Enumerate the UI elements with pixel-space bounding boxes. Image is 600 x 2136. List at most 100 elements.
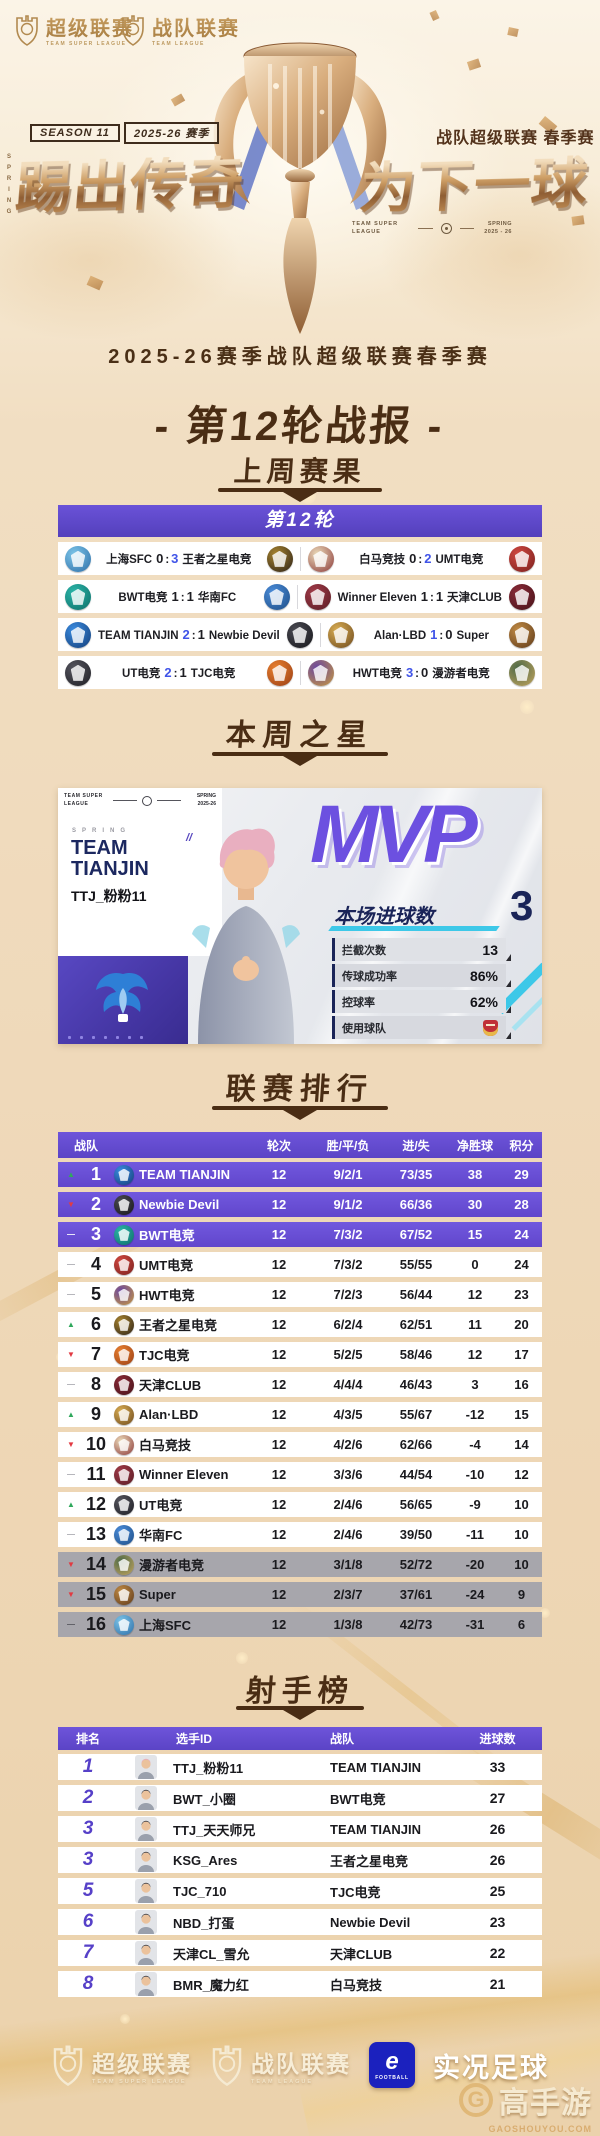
score-colon: : (165, 553, 170, 566)
player-avatar (134, 1848, 157, 1872)
mvp-team-line1: TEAM (71, 837, 128, 859)
goals-cell: 42/73 (399, 1617, 433, 1632)
score-colon: : (429, 591, 434, 604)
mvp-player-id: TTJ_粉粉11 (71, 888, 147, 904)
goals-cell: 56/44 (399, 1287, 433, 1302)
team-name: Super (139, 1587, 176, 1602)
pts-cell: 24 (514, 1227, 529, 1242)
fixture-text: HWT电竞 3:0 漫游者电竞 (338, 665, 506, 681)
gd-cell: 15 (467, 1227, 483, 1242)
col-team: 战队 (74, 1138, 99, 1153)
team-name: 天津CLUB (139, 1378, 202, 1393)
scorer-rank: 2 (82, 1787, 94, 1808)
rank-number: 3 (90, 1224, 101, 1244)
league-row: ▼ 15 Super 12 2/3/7 37/61 -24 9 (58, 1582, 542, 1607)
title-triangle (283, 1710, 317, 1720)
rank-number: 7 (90, 1344, 101, 1364)
round-report-title: - 第12轮战报 - (152, 403, 447, 449)
pts-cell: 10 (514, 1497, 529, 1512)
watermark[interactable]: G 高手游 GAOSHOUYOU.COM (459, 2078, 592, 2134)
watermark-brand: 高手游 (499, 2087, 592, 2120)
player-avatar (134, 1941, 157, 1965)
spring-vertical-label: SPRING (6, 154, 12, 220)
player-avatar (134, 1972, 157, 1996)
watermark-site[interactable]: GAOSHOUYOU.COM (488, 2124, 592, 2134)
trophy-image (213, 42, 387, 334)
rank-number: 15 (85, 1584, 107, 1604)
score-colon: : (191, 630, 196, 642)
scorer-goals: 22 (489, 1945, 506, 1961)
gd-cell: -12 (465, 1407, 485, 1422)
footer-badge-subtitle: TEAM SUPER LEAGUE (92, 2079, 187, 2085)
league-row: — 16 上海SFC 12 1/3/8 42/73 -31 6 (58, 1612, 542, 1637)
scorer-player-id: TTJ_粉粉11 (173, 1760, 244, 1776)
mvp-meta-right: SPRING 2025-26 (196, 793, 216, 807)
rounds-cell: 12 (271, 1287, 287, 1302)
fixture-text: UT电竞 2:1 TJC电竞 (95, 665, 263, 681)
away-team-name: Newbie Devil (208, 630, 280, 642)
scorer-row: 5 TJC_710 TJC电竞 25 (58, 1878, 542, 1904)
col-goals: 进/失 (402, 1138, 430, 1153)
col-rounds: 轮次 (266, 1138, 291, 1153)
home-team-name: TEAM TIANJIN (98, 630, 179, 642)
goals-cell: 39/50 (399, 1527, 433, 1542)
col-pts: 积分 (509, 1138, 534, 1153)
rounds-cell: 12 (271, 1407, 287, 1422)
league-row: ▲ 1 TEAM TIANJIN 12 9/2/1 73/35 38 29 (58, 1162, 542, 1187)
soccer-ball-icon (440, 222, 452, 234)
scorer-row: 7 天津CL_雪允 天津CLUB 22 (58, 1940, 542, 1966)
league-logo-subtitle: TEAM LEAGUE (152, 41, 205, 47)
scorer-team: 天津CLUB (330, 1946, 393, 1962)
mvp-stats-list: 拦截次数 13 传球成功率 86% 控球率 62% 使用球队 (332, 938, 511, 1039)
team-logo-UT电竞 (65, 659, 91, 686)
confetti (170, 93, 186, 107)
rank-number: 8 (90, 1374, 101, 1394)
stat-label: 使用球队 (342, 1022, 386, 1035)
league-team-cell: — 8 天津CLUB (58, 1374, 245, 1395)
fixture-right: Winner Eleven 1:1 天津CLUB (298, 583, 542, 610)
mvp-team-name: TEAM TIANJIN (71, 838, 191, 880)
rank-number: 13 (85, 1524, 107, 1544)
away-score: 1 (179, 664, 187, 680)
score-colon: : (415, 667, 420, 680)
gd-cell: -20 (465, 1557, 485, 1572)
team-logo-白马竞技 (307, 545, 334, 572)
team-name: 华南FC (139, 1528, 183, 1543)
team-name: Newbie Devil (139, 1197, 220, 1212)
spring-label: SPRING (72, 828, 132, 834)
fixture-text: 上海SFC 0:3 王者之星电竞 (95, 551, 263, 567)
scorer-goals: 26 (489, 1852, 506, 1868)
divider (113, 800, 137, 801)
league-team-cell: ▼ 10 白马竞技 (58, 1434, 245, 1455)
scorer-rank: 5 (82, 1880, 94, 1901)
footer-badge-subtitle: TEAM LEAGUE (251, 2079, 314, 2085)
rounds-cell: 12 (271, 1347, 287, 1362)
team-logo-天津CLUB (114, 1374, 134, 1395)
scorer-rank: 3 (82, 1849, 94, 1870)
team-logo-HWT电竞 (307, 659, 334, 686)
goals-cell: 55/67 (399, 1407, 433, 1422)
gd-cell: -10 (465, 1467, 485, 1482)
rank-number: 5 (90, 1284, 101, 1304)
scorer-goals: 33 (489, 1759, 506, 1775)
confetti (429, 9, 440, 22)
gd-cell: 30 (467, 1197, 483, 1212)
divider (299, 546, 301, 571)
rounds-cell: 12 (271, 1167, 287, 1182)
home-team-name: UT电竞 (122, 667, 161, 680)
player-avatar (134, 1910, 157, 1934)
scorer-row: 8 BMR_魔力红 白马竞技 21 (58, 1971, 542, 1997)
home-score: 1 (420, 588, 428, 604)
goals-cell: 73/35 (399, 1167, 433, 1182)
fixture-text: Winner Eleven 1:1 天津CLUB (335, 589, 505, 605)
wdl-cell: 5/2/5 (333, 1347, 363, 1362)
away-score: 0 (421, 664, 429, 680)
match-rows: 上海SFC 0:3 王者之星电竞 白马竞技 0:2 UMT电竞 BWT电竞 1:1 华南FC Wi… (58, 542, 542, 689)
scorer-team: 白马竞技 (330, 1977, 383, 1993)
team-logo-BWT电竞 (65, 583, 91, 610)
fixture-text: BWT电竞 1:1 华南FC (95, 589, 260, 605)
team-name: TEAM TIANJIN (139, 1167, 230, 1182)
team-name: Alan·LBD (139, 1407, 199, 1422)
league-logo-team: 战队联赛 TEAM LEAGUE (120, 12, 240, 47)
fixture-left: UT电竞 2:1 TJC电竞 (58, 659, 300, 686)
